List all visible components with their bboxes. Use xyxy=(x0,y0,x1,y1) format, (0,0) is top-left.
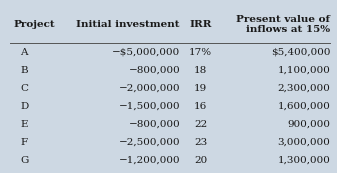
Text: −800,000: −800,000 xyxy=(128,66,180,75)
Text: A: A xyxy=(20,48,28,57)
Text: 1,300,000: 1,300,000 xyxy=(277,156,330,165)
Text: $5,400,000: $5,400,000 xyxy=(271,48,330,57)
Text: −800,000: −800,000 xyxy=(128,120,180,129)
Text: Present value of
inflows at 15%: Present value of inflows at 15% xyxy=(236,15,330,34)
Text: D: D xyxy=(20,102,28,111)
Text: −2,000,000: −2,000,000 xyxy=(119,84,180,93)
Text: E: E xyxy=(20,120,28,129)
Text: 1,100,000: 1,100,000 xyxy=(277,66,330,75)
Text: 22: 22 xyxy=(194,120,207,129)
Text: 900,000: 900,000 xyxy=(287,120,330,129)
Text: 17%: 17% xyxy=(189,48,212,57)
Text: IRR: IRR xyxy=(189,20,212,29)
Text: B: B xyxy=(20,66,28,75)
Text: 1,600,000: 1,600,000 xyxy=(277,102,330,111)
Text: F: F xyxy=(20,138,27,147)
Text: 23: 23 xyxy=(194,138,207,147)
Text: −1,200,000: −1,200,000 xyxy=(119,156,180,165)
Text: 16: 16 xyxy=(194,102,207,111)
Text: Initial investment: Initial investment xyxy=(76,20,180,29)
Text: −$5,000,000: −$5,000,000 xyxy=(112,48,180,57)
Text: 3,000,000: 3,000,000 xyxy=(277,138,330,147)
Text: 19: 19 xyxy=(194,84,207,93)
Text: −1,500,000: −1,500,000 xyxy=(119,102,180,111)
Text: 2,300,000: 2,300,000 xyxy=(277,84,330,93)
Text: 20: 20 xyxy=(194,156,207,165)
Text: −2,500,000: −2,500,000 xyxy=(119,138,180,147)
Text: G: G xyxy=(20,156,29,165)
Text: C: C xyxy=(20,84,28,93)
Text: 18: 18 xyxy=(194,66,207,75)
Text: Project: Project xyxy=(13,20,55,29)
